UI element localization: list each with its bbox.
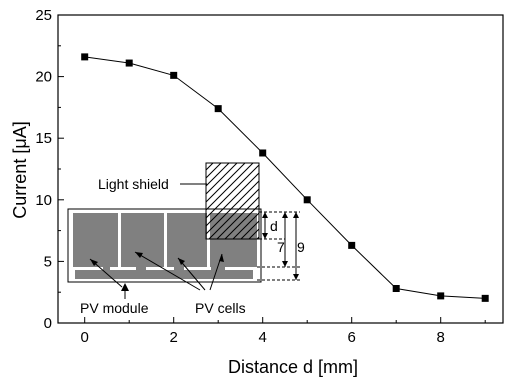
y-axis-label: Current [μA] xyxy=(10,121,30,218)
cell-connector xyxy=(136,262,146,279)
x-tick-label: 2 xyxy=(170,329,178,346)
arrow-heads xyxy=(90,252,224,266)
cell-connector xyxy=(174,262,184,279)
cell-connector xyxy=(103,262,110,279)
pv-cell xyxy=(167,213,207,267)
dimension-arrowheads xyxy=(262,212,299,280)
pv-module-outline xyxy=(67,208,262,283)
y-axis-ticks: 0 5 10 15 20 25 xyxy=(35,7,64,332)
data-point xyxy=(481,294,489,302)
y-tick-label: 0 xyxy=(44,315,52,332)
y-tick-label: 20 xyxy=(35,69,52,86)
pv-cell-lower xyxy=(75,270,103,279)
x-axis-ticks: 0 2 4 6 8 xyxy=(81,317,486,346)
pv-inset-diagram: Light shield PV module PV cells xyxy=(67,162,305,316)
data-point xyxy=(214,105,222,113)
data-point xyxy=(170,71,178,79)
dimension-7-label: 7 xyxy=(277,239,285,255)
light-shield-label: Light shield xyxy=(98,176,169,192)
x-tick-label: 8 xyxy=(437,329,445,346)
data-point xyxy=(437,292,445,300)
cell-connector xyxy=(211,262,225,279)
x-axis-label: Distance d [mm] xyxy=(228,357,358,377)
data-point xyxy=(259,149,267,157)
series-points xyxy=(81,53,489,302)
light-shield xyxy=(205,162,260,240)
x-tick-label: 6 xyxy=(348,329,356,346)
data-point xyxy=(81,53,89,61)
dimension-lines xyxy=(257,211,300,281)
pv-module-arrowhead xyxy=(121,283,129,291)
data-point xyxy=(392,285,400,293)
plot-frame xyxy=(57,14,504,324)
y-tick-label: 15 xyxy=(35,130,52,147)
pv-cell-lower xyxy=(184,270,211,279)
pv-cells-label: PV cells xyxy=(195,300,246,316)
pv-cell-lower xyxy=(146,270,174,279)
x-tick-label: 0 xyxy=(81,329,89,346)
pv-cell xyxy=(121,213,164,267)
y-tick-label: 25 xyxy=(35,7,52,24)
data-point xyxy=(303,196,311,204)
dimension-d-label: d xyxy=(270,218,278,234)
x-tick-label: 4 xyxy=(259,329,267,346)
dimension-9-label: 9 xyxy=(297,239,305,255)
pv-cell-lower xyxy=(225,270,253,279)
pv-cell xyxy=(73,213,118,267)
pv-module-label: PV module xyxy=(80,300,149,316)
data-point xyxy=(348,241,356,249)
data-point xyxy=(125,59,133,67)
y-tick-label: 5 xyxy=(44,253,52,270)
series-line xyxy=(84,56,486,299)
y-tick-label: 10 xyxy=(35,192,52,209)
pv-cell-lower xyxy=(110,270,136,279)
